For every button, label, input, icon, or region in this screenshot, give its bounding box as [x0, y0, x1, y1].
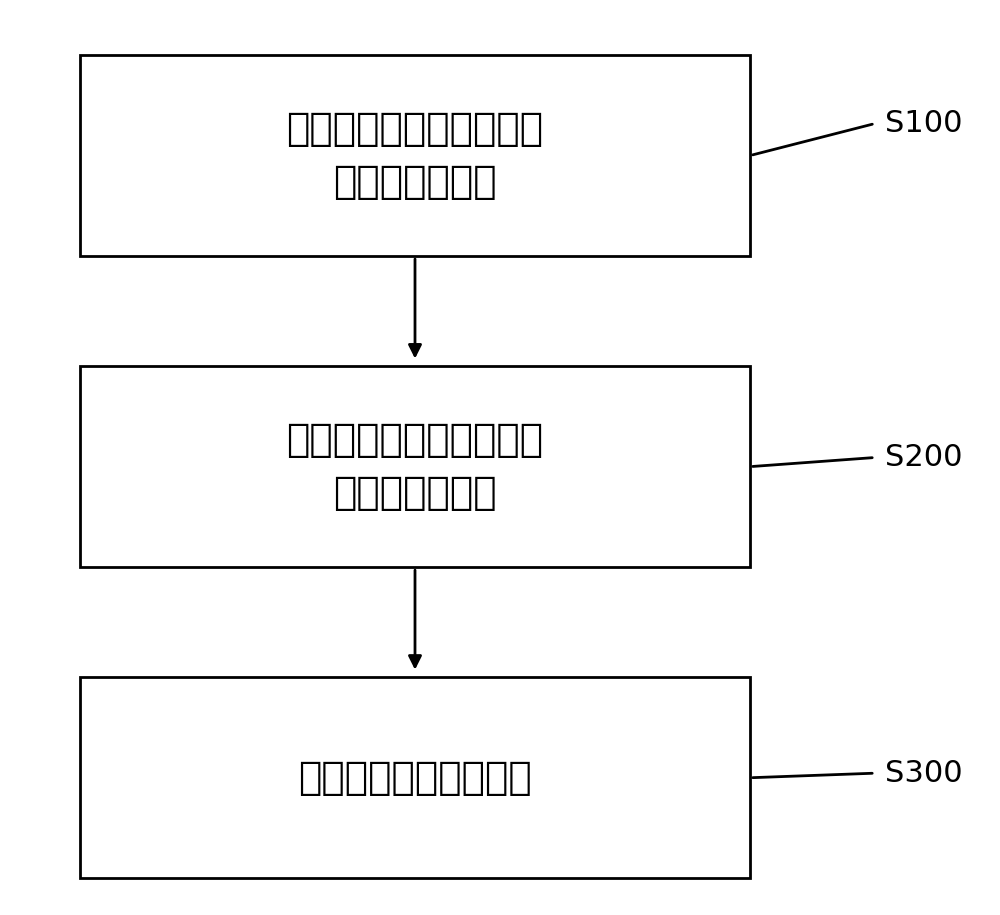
Text: 控制列车从接触网供电切
换为电池包供电: 控制列车从接触网供电切 换为电池包供电	[286, 421, 544, 512]
Text: S200: S200	[885, 443, 962, 472]
Text: 控制列车在从有电区进入
无电区之前停车: 控制列车在从有电区进入 无电区之前停车	[286, 110, 544, 201]
FancyBboxPatch shape	[80, 55, 750, 256]
Text: 控制列车牵引至无电区: 控制列车牵引至无电区	[298, 759, 532, 797]
Text: S300: S300	[885, 759, 963, 788]
Text: S100: S100	[885, 109, 962, 138]
FancyBboxPatch shape	[80, 677, 750, 878]
FancyBboxPatch shape	[80, 366, 750, 567]
